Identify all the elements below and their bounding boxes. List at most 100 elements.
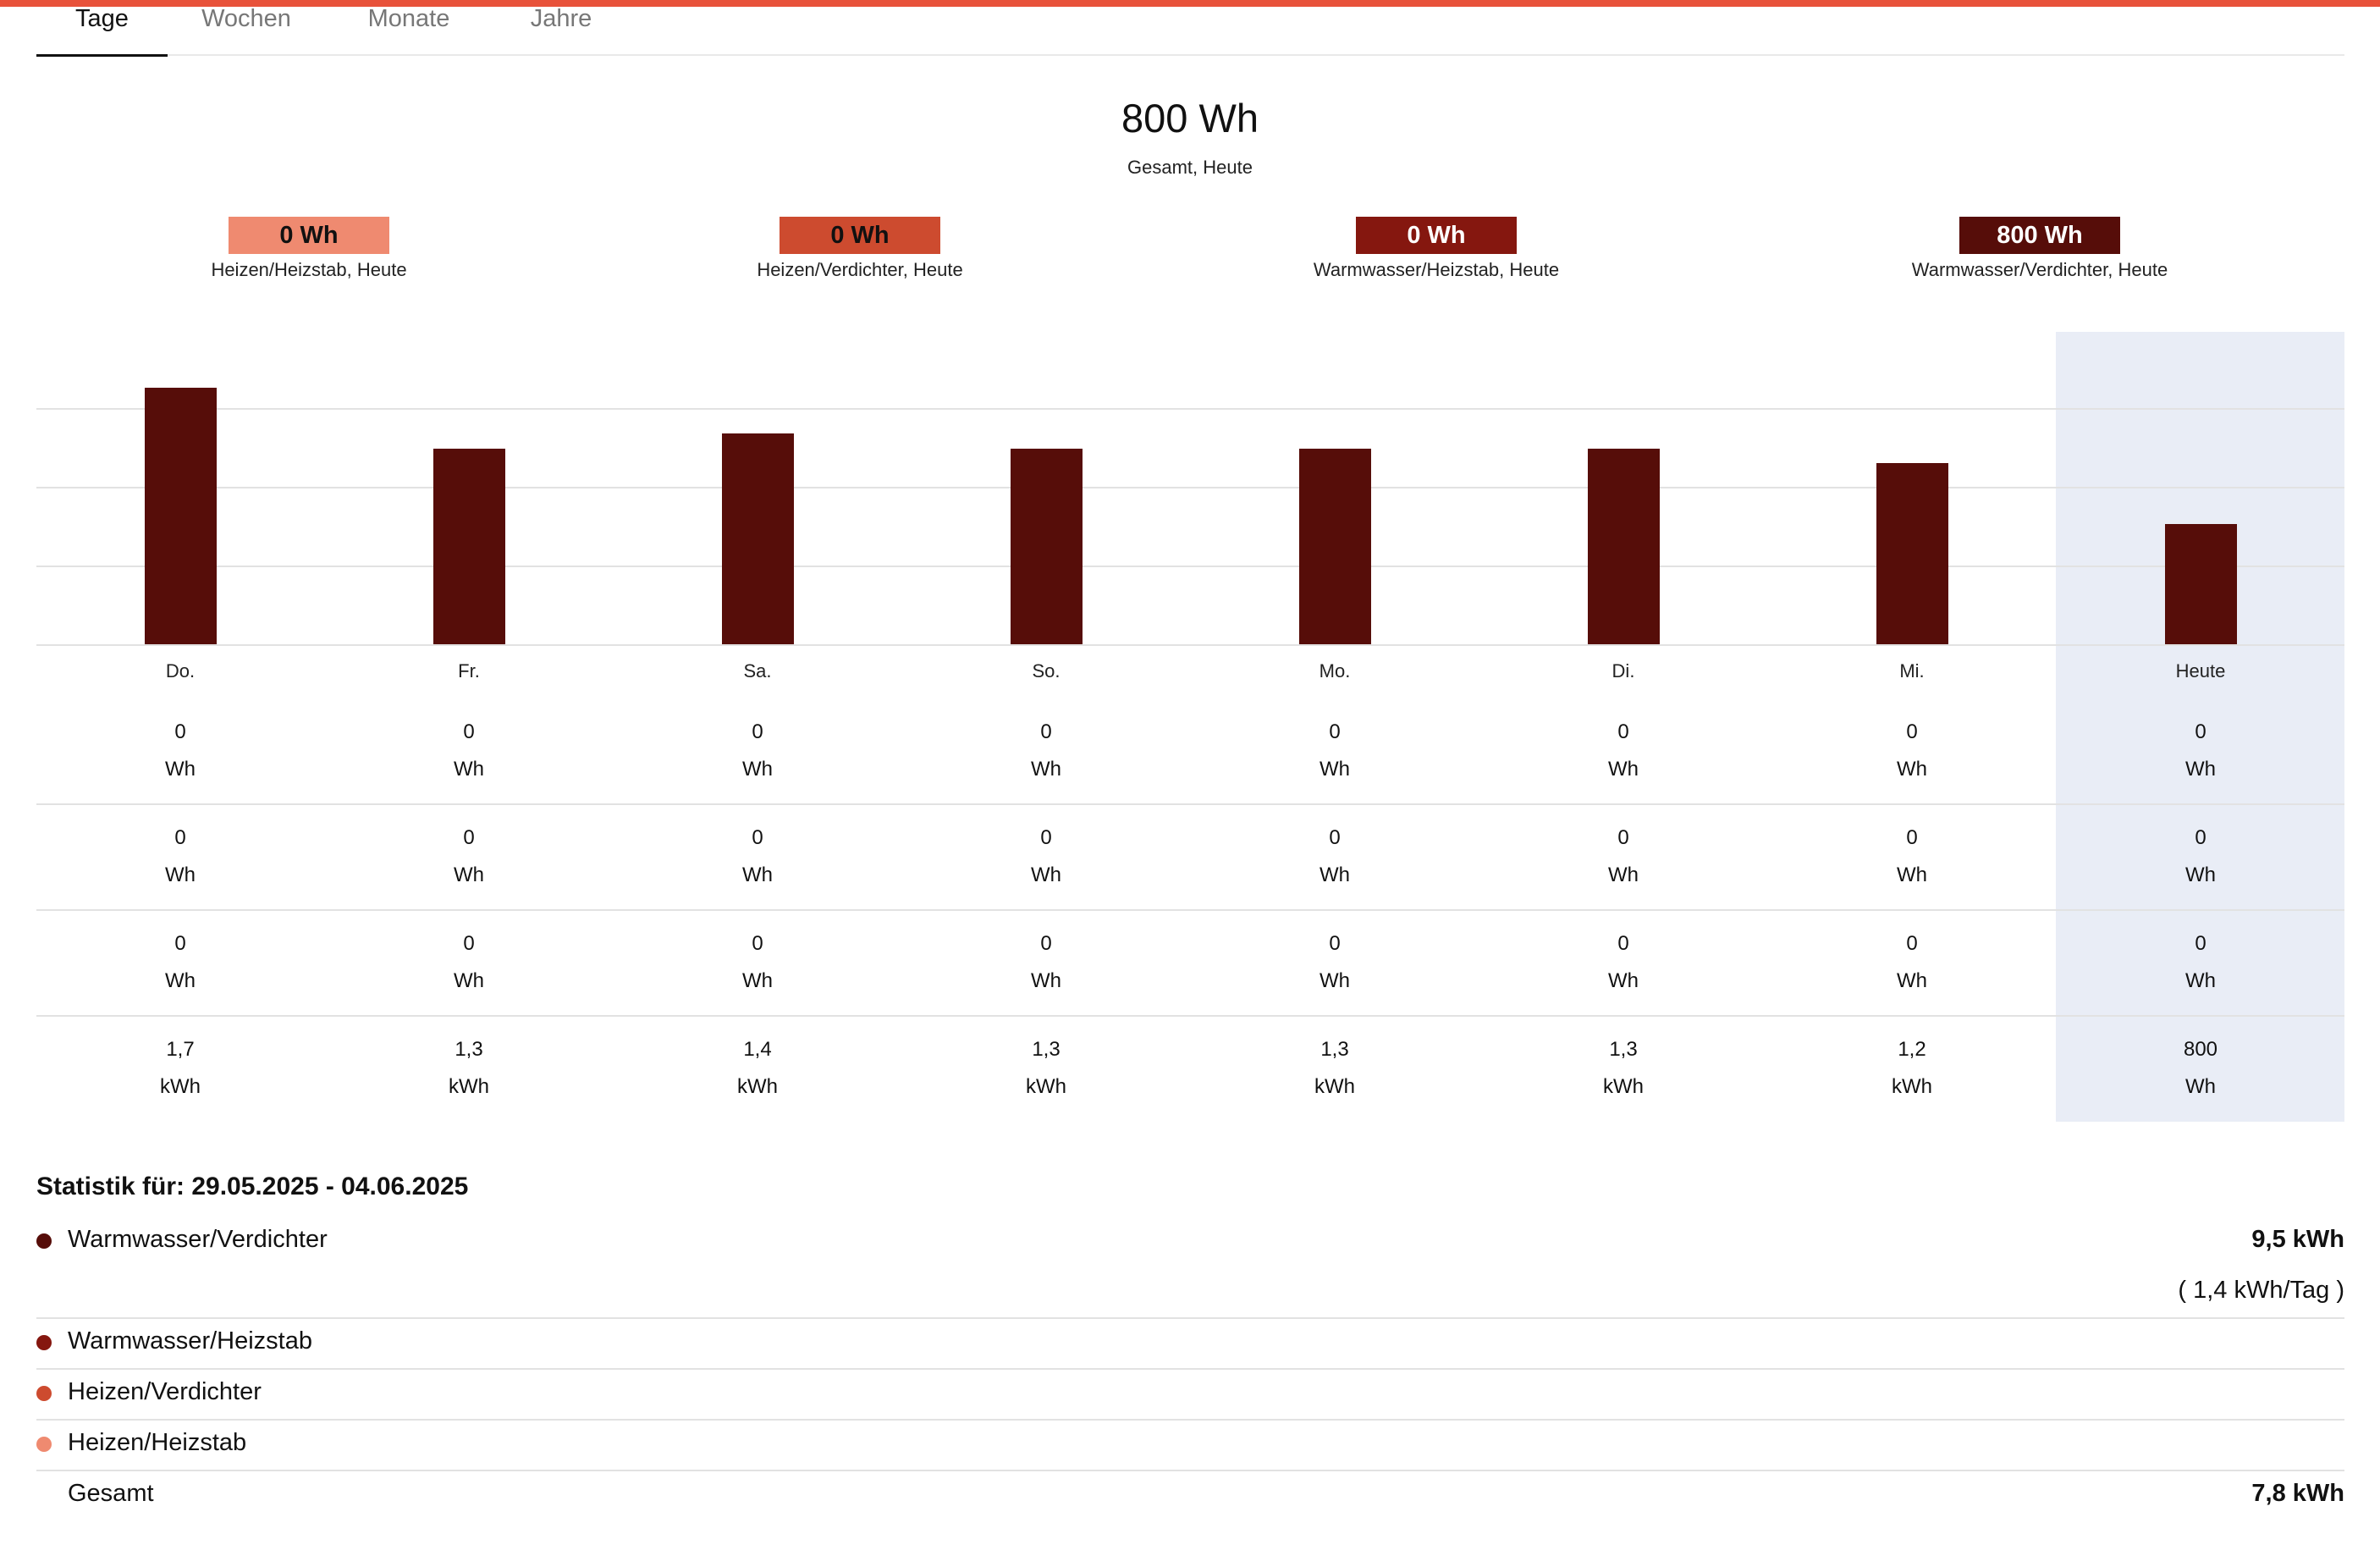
table-cell: 0 Wh	[614, 714, 901, 788]
cell-unit: Wh	[454, 969, 484, 992]
cell-unit: Wh	[1897, 864, 1927, 886]
table-cell: 0 Wh	[902, 714, 1190, 788]
cell-value: 0	[1617, 826, 1629, 849]
cell-unit: Wh	[742, 969, 773, 992]
cell-value: 1,3	[1032, 1038, 1061, 1061]
cell-unit: Wh	[1031, 969, 1061, 992]
stat-value: 9,5 kWh	[2251, 1226, 2344, 1253]
cell-unit: Wh	[1319, 969, 1350, 992]
category-heizen-verdichter[interactable]: 0 Wh Heizen/Verdichter, Heute	[640, 217, 1080, 281]
category-label: Heizen/Verdichter, Heute	[757, 259, 963, 280]
table-cell: 0 Wh	[2057, 819, 2344, 894]
table-cell: 0 Wh	[1191, 819, 1479, 894]
cell-value: 0	[463, 826, 475, 849]
category-label: Warmwasser/Heizstab, Heute	[1313, 259, 1560, 280]
cell-unit: kWh	[1026, 1075, 1066, 1098]
stat-row-warmwasser-heizstab: Warmwasser/Heizstab	[36, 1319, 2344, 1370]
table-cell: 0 Wh	[1768, 819, 2056, 894]
table-cell: 1,7 kWh	[36, 1031, 324, 1106]
category-warmwasser-verdichter[interactable]: 800 Wh Warmwasser/Verdichter, Heute	[1820, 217, 2260, 281]
bar-6[interactable]	[1876, 463, 1948, 644]
category-badge: 0 Wh	[229, 217, 389, 254]
table-cell: 0 Wh	[902, 925, 1190, 1000]
stat-row-warmwasser-verdichter: Warmwasser/Verdichter 9,5 kWh ( 1,4 kWh/…	[36, 1217, 2344, 1317]
stat-total-label: Gesamt	[68, 1480, 154, 1507]
bar-3[interactable]	[1011, 448, 1083, 644]
bar-2[interactable]	[722, 433, 794, 644]
cell-unit: Wh	[1608, 969, 1639, 992]
stat-name: Warmwasser/Verdichter	[68, 1226, 328, 1253]
cell-value: 1,3	[455, 1038, 483, 1061]
period-tabs: Tage Wochen Monate Jahre	[36, 0, 2344, 57]
cell-unit: Wh	[2185, 758, 2216, 781]
cell-value: 0	[2195, 932, 2206, 955]
bar-4[interactable]	[1299, 448, 1371, 644]
tab-years[interactable]: Jahre	[530, 5, 592, 32]
table-cell: 0 Wh	[1768, 714, 2056, 788]
bar-0[interactable]	[145, 388, 217, 644]
cell-unit: Wh	[1608, 864, 1639, 886]
cell-unit: Wh	[165, 969, 196, 992]
category-badge: 0 Wh	[780, 217, 940, 254]
cell-unit: Wh	[2185, 1075, 2216, 1098]
cell-value: 0	[174, 826, 186, 849]
cell-unit: Wh	[1897, 969, 1927, 992]
row-divider	[36, 1015, 2344, 1017]
cell-value: 0	[1040, 826, 1052, 849]
chart-baseline	[36, 644, 2344, 646]
table-cell: 1,4 kWh	[614, 1031, 901, 1106]
bar-5[interactable]	[1588, 448, 1660, 644]
cell-value: 0	[174, 932, 186, 955]
legend-dot	[36, 1233, 52, 1249]
bar-1[interactable]	[433, 448, 505, 644]
cell-value: 800	[2183, 1038, 2218, 1061]
cell-unit: Wh	[165, 758, 196, 781]
cell-value: 0	[1329, 932, 1341, 955]
stats-title: Statistik für: 29.05.2025 - 04.06.2025	[36, 1173, 469, 1200]
table-cell: 1,3 kWh	[902, 1031, 1190, 1106]
day-label: Fr.	[458, 660, 480, 681]
table-cell: 0 Wh	[325, 819, 613, 894]
category-badge: 0 Wh	[1356, 217, 1517, 254]
category-warmwasser-heizstab[interactable]: 0 Wh Warmwasser/Heizstab, Heute	[1216, 217, 1656, 281]
day-label: So.	[1032, 660, 1061, 681]
tab-days[interactable]: Tage	[36, 0, 168, 57]
cell-value: 0	[1906, 720, 1918, 743]
bar-7[interactable]	[2165, 523, 2237, 644]
tab-months[interactable]: Monate	[367, 5, 450, 32]
table-cell: 1,2 kWh	[1768, 1031, 2056, 1106]
stat-per-day: ( 1,4 kWh/Tag )	[2178, 1277, 2344, 1304]
cell-value: 0	[1040, 932, 1052, 955]
table-cell: 0 Wh	[1768, 925, 2056, 1000]
table-cell: 0 Wh	[325, 925, 613, 1000]
table-cell: 0 Wh	[2057, 925, 2344, 1000]
cell-unit: kWh	[449, 1075, 489, 1098]
cell-unit: Wh	[1031, 864, 1061, 886]
tab-weeks[interactable]: Wochen	[201, 5, 291, 32]
cell-unit: Wh	[1319, 758, 1350, 781]
cell-value: 0	[1906, 826, 1918, 849]
stat-total-value: 7,8 kWh	[2251, 1480, 2344, 1507]
cell-unit: kWh	[737, 1075, 778, 1098]
category-badge: 800 Wh	[1959, 217, 2120, 254]
grid-line	[36, 408, 2344, 410]
divider	[36, 1419, 2344, 1421]
day-label: Sa.	[743, 660, 772, 681]
cell-unit: Wh	[742, 758, 773, 781]
table-cell: 0 Wh	[1191, 925, 1479, 1000]
legend-dot	[36, 1386, 52, 1401]
cell-unit: kWh	[1603, 1075, 1644, 1098]
category-heizen-heizstab[interactable]: 0 Wh Heizen/Heizstab, Heute	[89, 217, 529, 281]
stat-name: Warmwasser/Heizstab	[68, 1327, 312, 1355]
table-cell: 800 Wh	[2057, 1031, 2344, 1106]
table-cell: 0 Wh	[902, 819, 1190, 894]
today-highlight	[2056, 332, 2344, 1122]
row-divider	[36, 909, 2344, 911]
cell-value: 0	[752, 932, 763, 955]
day-label: Heute	[2175, 660, 2226, 681]
cell-unit: Wh	[1319, 864, 1350, 886]
table-cell: 0 Wh	[614, 925, 901, 1000]
table-cell: 0 Wh	[36, 819, 324, 894]
day-label: Mo.	[1319, 660, 1351, 681]
cell-unit: Wh	[454, 758, 484, 781]
